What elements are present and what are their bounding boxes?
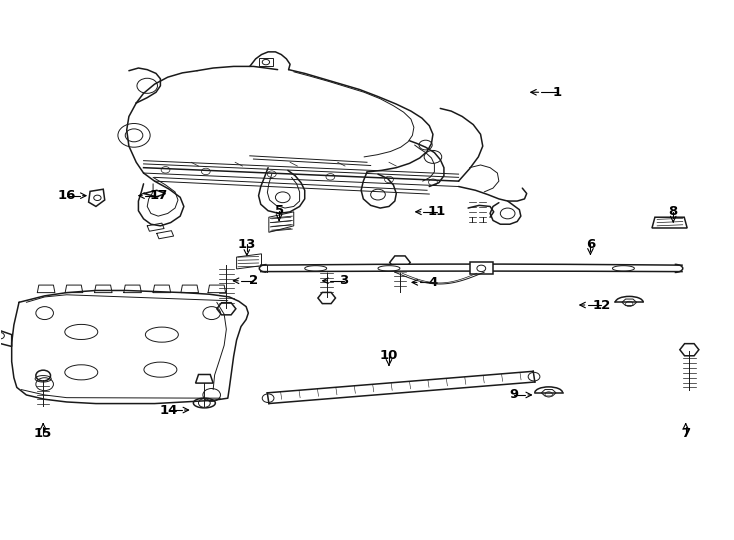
- Circle shape: [36, 370, 51, 381]
- Text: 11: 11: [427, 205, 446, 218]
- Text: 15: 15: [34, 427, 52, 440]
- Polygon shape: [652, 217, 687, 228]
- Text: 2: 2: [249, 274, 258, 287]
- Text: 7: 7: [681, 427, 690, 440]
- Text: 5: 5: [275, 204, 283, 217]
- Text: 16: 16: [57, 189, 76, 202]
- Polygon shape: [0, 330, 12, 347]
- Text: 17: 17: [149, 189, 167, 202]
- Text: 1: 1: [553, 86, 562, 99]
- Text: 8: 8: [669, 205, 678, 218]
- Text: 6: 6: [586, 238, 595, 251]
- Polygon shape: [236, 254, 261, 269]
- Text: 3: 3: [339, 274, 348, 287]
- Text: 12: 12: [592, 299, 611, 312]
- Polygon shape: [217, 303, 236, 315]
- Text: 13: 13: [238, 238, 256, 251]
- Polygon shape: [89, 189, 105, 206]
- Text: 10: 10: [379, 349, 398, 362]
- Polygon shape: [144, 190, 166, 197]
- Polygon shape: [622, 299, 636, 306]
- Polygon shape: [195, 375, 213, 383]
- Text: 4: 4: [429, 276, 437, 289]
- Polygon shape: [390, 256, 410, 269]
- Polygon shape: [269, 212, 294, 232]
- Text: 9: 9: [509, 388, 518, 401]
- Polygon shape: [542, 389, 556, 396]
- Circle shape: [198, 399, 210, 407]
- Polygon shape: [470, 262, 493, 274]
- Text: 14: 14: [160, 403, 178, 416]
- FancyBboxPatch shape: [258, 58, 273, 66]
- Polygon shape: [680, 343, 699, 356]
- Polygon shape: [318, 293, 335, 303]
